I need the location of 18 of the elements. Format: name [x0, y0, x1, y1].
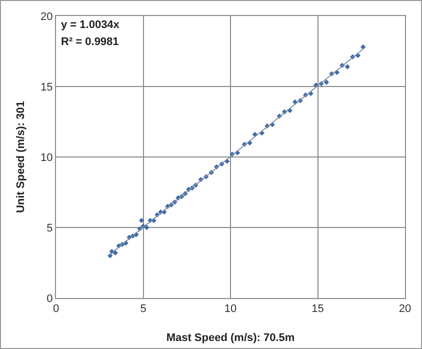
- point: [144, 224, 150, 230]
- x-tick-label: 20: [398, 303, 412, 316]
- y-tick-label: 5: [46, 222, 53, 234]
- point: [112, 250, 118, 256]
- y-tick-label: 0: [46, 292, 53, 305]
- point: [324, 80, 330, 85]
- point: [138, 218, 144, 224]
- x-tick-label: 5: [140, 303, 146, 316]
- y-tick-label: 10: [40, 152, 53, 164]
- x-tick-label: 15: [312, 303, 324, 316]
- annotation: y = 1.0034x: [61, 19, 120, 31]
- y-tick-label: 15: [40, 81, 53, 94]
- point: [344, 64, 350, 70]
- y-axis-title: Unit Speed (m/s): 301: [15, 101, 27, 213]
- x-axis-title: Mast Speed (m/s): 70.5m: [166, 332, 295, 344]
- x-tick-label: 10: [224, 303, 237, 316]
- y-tick-label: 20: [40, 10, 53, 23]
- annotation: R² = 0.9981: [61, 36, 119, 48]
